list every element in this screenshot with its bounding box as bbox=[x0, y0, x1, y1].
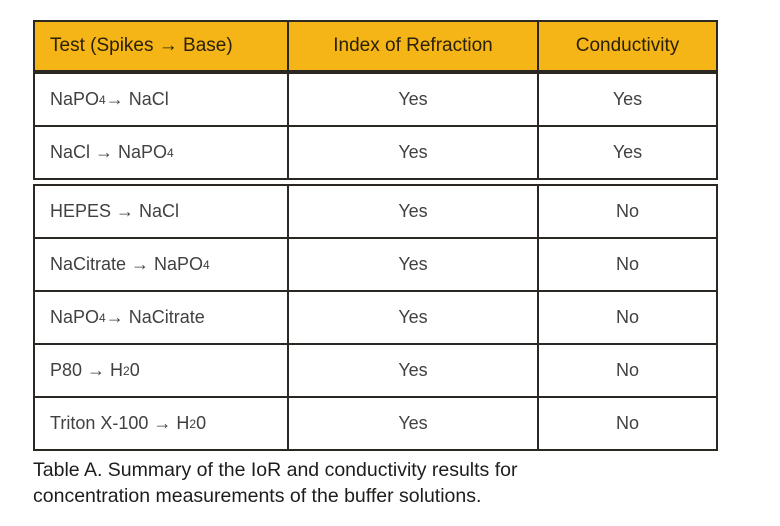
table-section-bottom: HEPES → NaCl Yes No NaCitrate → NaPO 4 Yes No N… bbox=[33, 184, 718, 451]
ior-cell: Yes bbox=[287, 398, 537, 449]
test-text: HEPES → NaCl bbox=[50, 201, 180, 221]
test-cell: NaPO 4 → NaCitrate bbox=[50, 307, 205, 327]
ior-cell: Yes bbox=[287, 345, 537, 396]
table-row: NaCitrate → NaPO 4 Yes No bbox=[35, 237, 716, 290]
test-text: 0 bbox=[196, 413, 207, 433]
header-conductivity-column: Conductivity bbox=[537, 22, 716, 70]
table-caption: Table A. Summary of the IoR and conducti… bbox=[33, 459, 518, 507]
conductivity-cell: No bbox=[537, 239, 716, 290]
test-text: P80 → H bbox=[50, 360, 124, 380]
conductivity-cell: No bbox=[537, 345, 716, 396]
table-row: P80 → H 2 0 Yes No bbox=[35, 343, 716, 396]
test-text: NaPO bbox=[50, 89, 100, 109]
test-cell: HEPES → NaCl bbox=[35, 186, 287, 237]
table-row: NaPO 4 → NaCitrate Yes No bbox=[35, 290, 716, 343]
header-test-column: Test (Spikes → Base) bbox=[50, 35, 233, 56]
conductivity-cell: No bbox=[537, 292, 716, 343]
test-text: NaCl → NaPO bbox=[50, 142, 168, 162]
test-text: Triton X-100 → H bbox=[50, 413, 190, 433]
ior-cell: Yes bbox=[287, 74, 537, 125]
table-header-row: Test (Spikes → Base) Index of Refraction… bbox=[33, 20, 718, 72]
table-section-top: NaPO 4 → NaCl Yes Yes NaCl → NaPO 4 Yes Yes bbox=[33, 72, 718, 180]
buffer-results-table: Test (Spikes → Base) Index of Refraction… bbox=[33, 20, 718, 451]
test-text: → NaCitrate bbox=[105, 307, 205, 327]
conductivity-cell: Yes bbox=[537, 127, 716, 178]
test-text: → NaCl bbox=[105, 89, 169, 109]
ior-cell: Yes bbox=[287, 127, 537, 178]
test-cell: NaCl → NaPO 4 bbox=[50, 142, 174, 162]
table-row: NaCl → NaPO 4 Yes Yes bbox=[35, 125, 716, 178]
conductivity-cell: Yes bbox=[537, 74, 716, 125]
header-ior-column: Index of Refraction bbox=[287, 22, 537, 70]
test-cell: NaCitrate → NaPO 4 bbox=[50, 254, 210, 274]
conductivity-cell: No bbox=[537, 186, 716, 237]
test-text: NaCitrate → NaPO bbox=[50, 254, 204, 274]
test-text: NaPO bbox=[50, 307, 100, 327]
conductivity-cell: No bbox=[537, 398, 716, 449]
test-cell: NaPO 4 → NaCl bbox=[50, 89, 169, 109]
ior-cell: Yes bbox=[287, 186, 537, 237]
table-row: Triton X-100 → H 2 0 Yes No bbox=[35, 396, 716, 449]
table-row: HEPES → NaCl Yes No bbox=[35, 186, 716, 237]
test-text: 0 bbox=[129, 360, 140, 380]
ior-cell: Yes bbox=[287, 292, 537, 343]
ior-cell: Yes bbox=[287, 239, 537, 290]
table-row: NaPO 4 → NaCl Yes Yes bbox=[35, 74, 716, 125]
